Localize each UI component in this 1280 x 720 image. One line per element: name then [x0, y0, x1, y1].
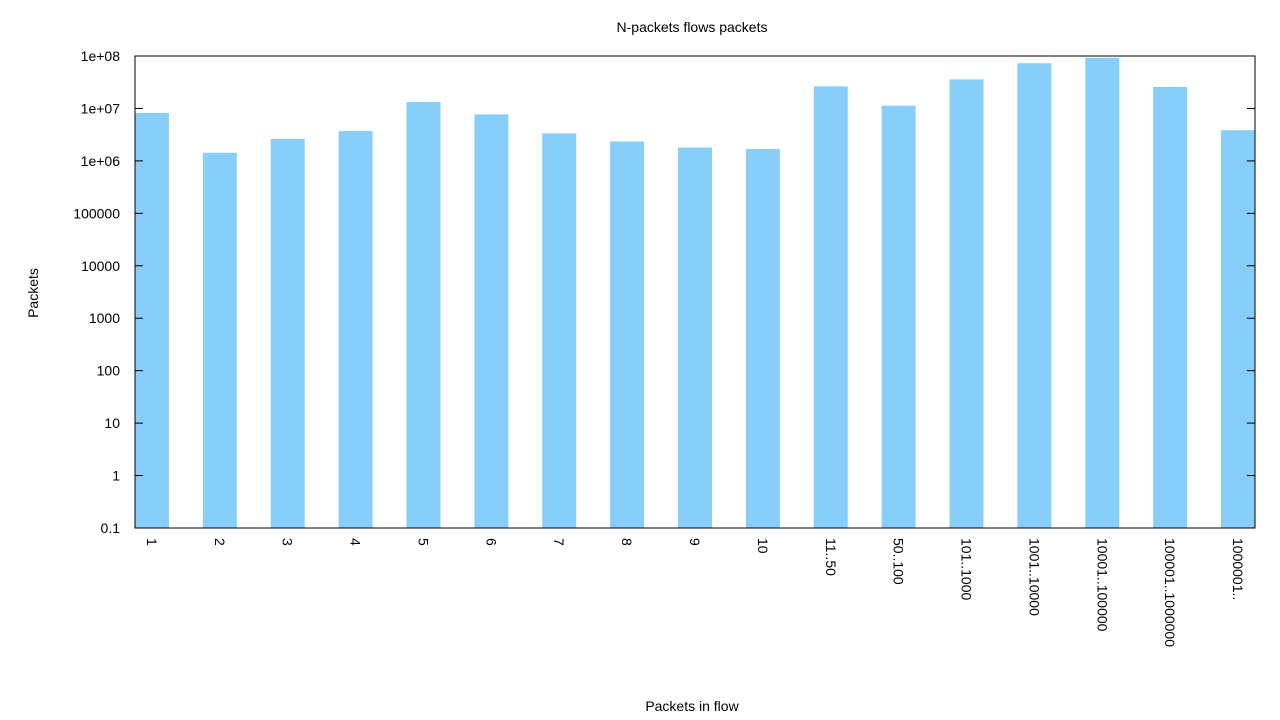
x-tick-label: 6 [483, 538, 499, 546]
bar-3 [270, 138, 305, 528]
x-tick-label: 10001..100000 [1094, 538, 1110, 632]
bar-8 [610, 141, 645, 528]
x-tick-label: 5 [415, 538, 431, 546]
x-tick-label: 1001..10000 [1026, 538, 1042, 616]
x-tick-label: 100001..1000000 [1162, 538, 1178, 647]
x-tick-label: 4 [348, 538, 364, 546]
x-tick-label: 1 [144, 538, 160, 546]
y-axis-label: Packets [25, 268, 41, 318]
x-tick-label: 9 [687, 538, 703, 546]
x-tick-label: 2 [212, 538, 228, 546]
plot-frame [134, 55, 1256, 529]
bar-10001..100000 [1085, 57, 1120, 528]
y-tick-label: 1000 [89, 310, 120, 326]
x-tick-label: 8 [619, 538, 635, 546]
x-axis-label: Packets in flow [645, 698, 739, 714]
bar-101..1000 [949, 79, 984, 529]
y-tick-label: 1e+07 [81, 100, 121, 116]
x-tick-label: 7 [551, 538, 567, 546]
bar-10 [745, 149, 780, 528]
bar-5 [406, 101, 441, 528]
bar-9 [678, 147, 712, 528]
chart-title: N-packets flows packets [617, 19, 768, 35]
x-tick-label: 3 [280, 538, 296, 546]
x-tick-label: 1000001.. [1230, 538, 1246, 600]
x-tick-label: 11..50 [823, 538, 839, 576]
y-tick-label: 0.1 [101, 520, 121, 536]
bar-11..50 [813, 86, 848, 528]
x-tick-label: 50..100 [891, 538, 907, 585]
bar-100001..1000000 [1153, 86, 1188, 528]
x-tick-label: 101..1000 [959, 538, 975, 600]
y-tick-label: 1 [112, 468, 120, 484]
bar-6 [474, 114, 509, 529]
x-tick-label: 10 [755, 538, 771, 554]
bar-1 [135, 112, 169, 529]
bars-layer [135, 57, 1255, 529]
bar-50..100 [881, 105, 916, 528]
y-tick-label: 1e+08 [81, 48, 121, 64]
bar-7 [542, 133, 577, 528]
x-ticks: 1 2 3 4 5 6 7 8 9 10 11..50 50..100 101..1000 1001..1… [144, 538, 1246, 647]
y-tick-label: 10 [104, 415, 120, 431]
bar-2 [202, 152, 237, 529]
y-tick-label: 10000 [81, 258, 120, 274]
bar-1001..10000 [1017, 63, 1052, 528]
y-tick-label: 100000 [73, 205, 120, 221]
bar-1000001.. [1221, 130, 1255, 528]
bar-4 [338, 131, 373, 528]
y-tick-label: 100 [97, 363, 121, 379]
y-ticks: 0.1 1 10 100 1000 10000 100000 1e+06 1e+07 1e+08 [73, 48, 1255, 536]
y-tick-label: 1e+06 [81, 153, 121, 169]
